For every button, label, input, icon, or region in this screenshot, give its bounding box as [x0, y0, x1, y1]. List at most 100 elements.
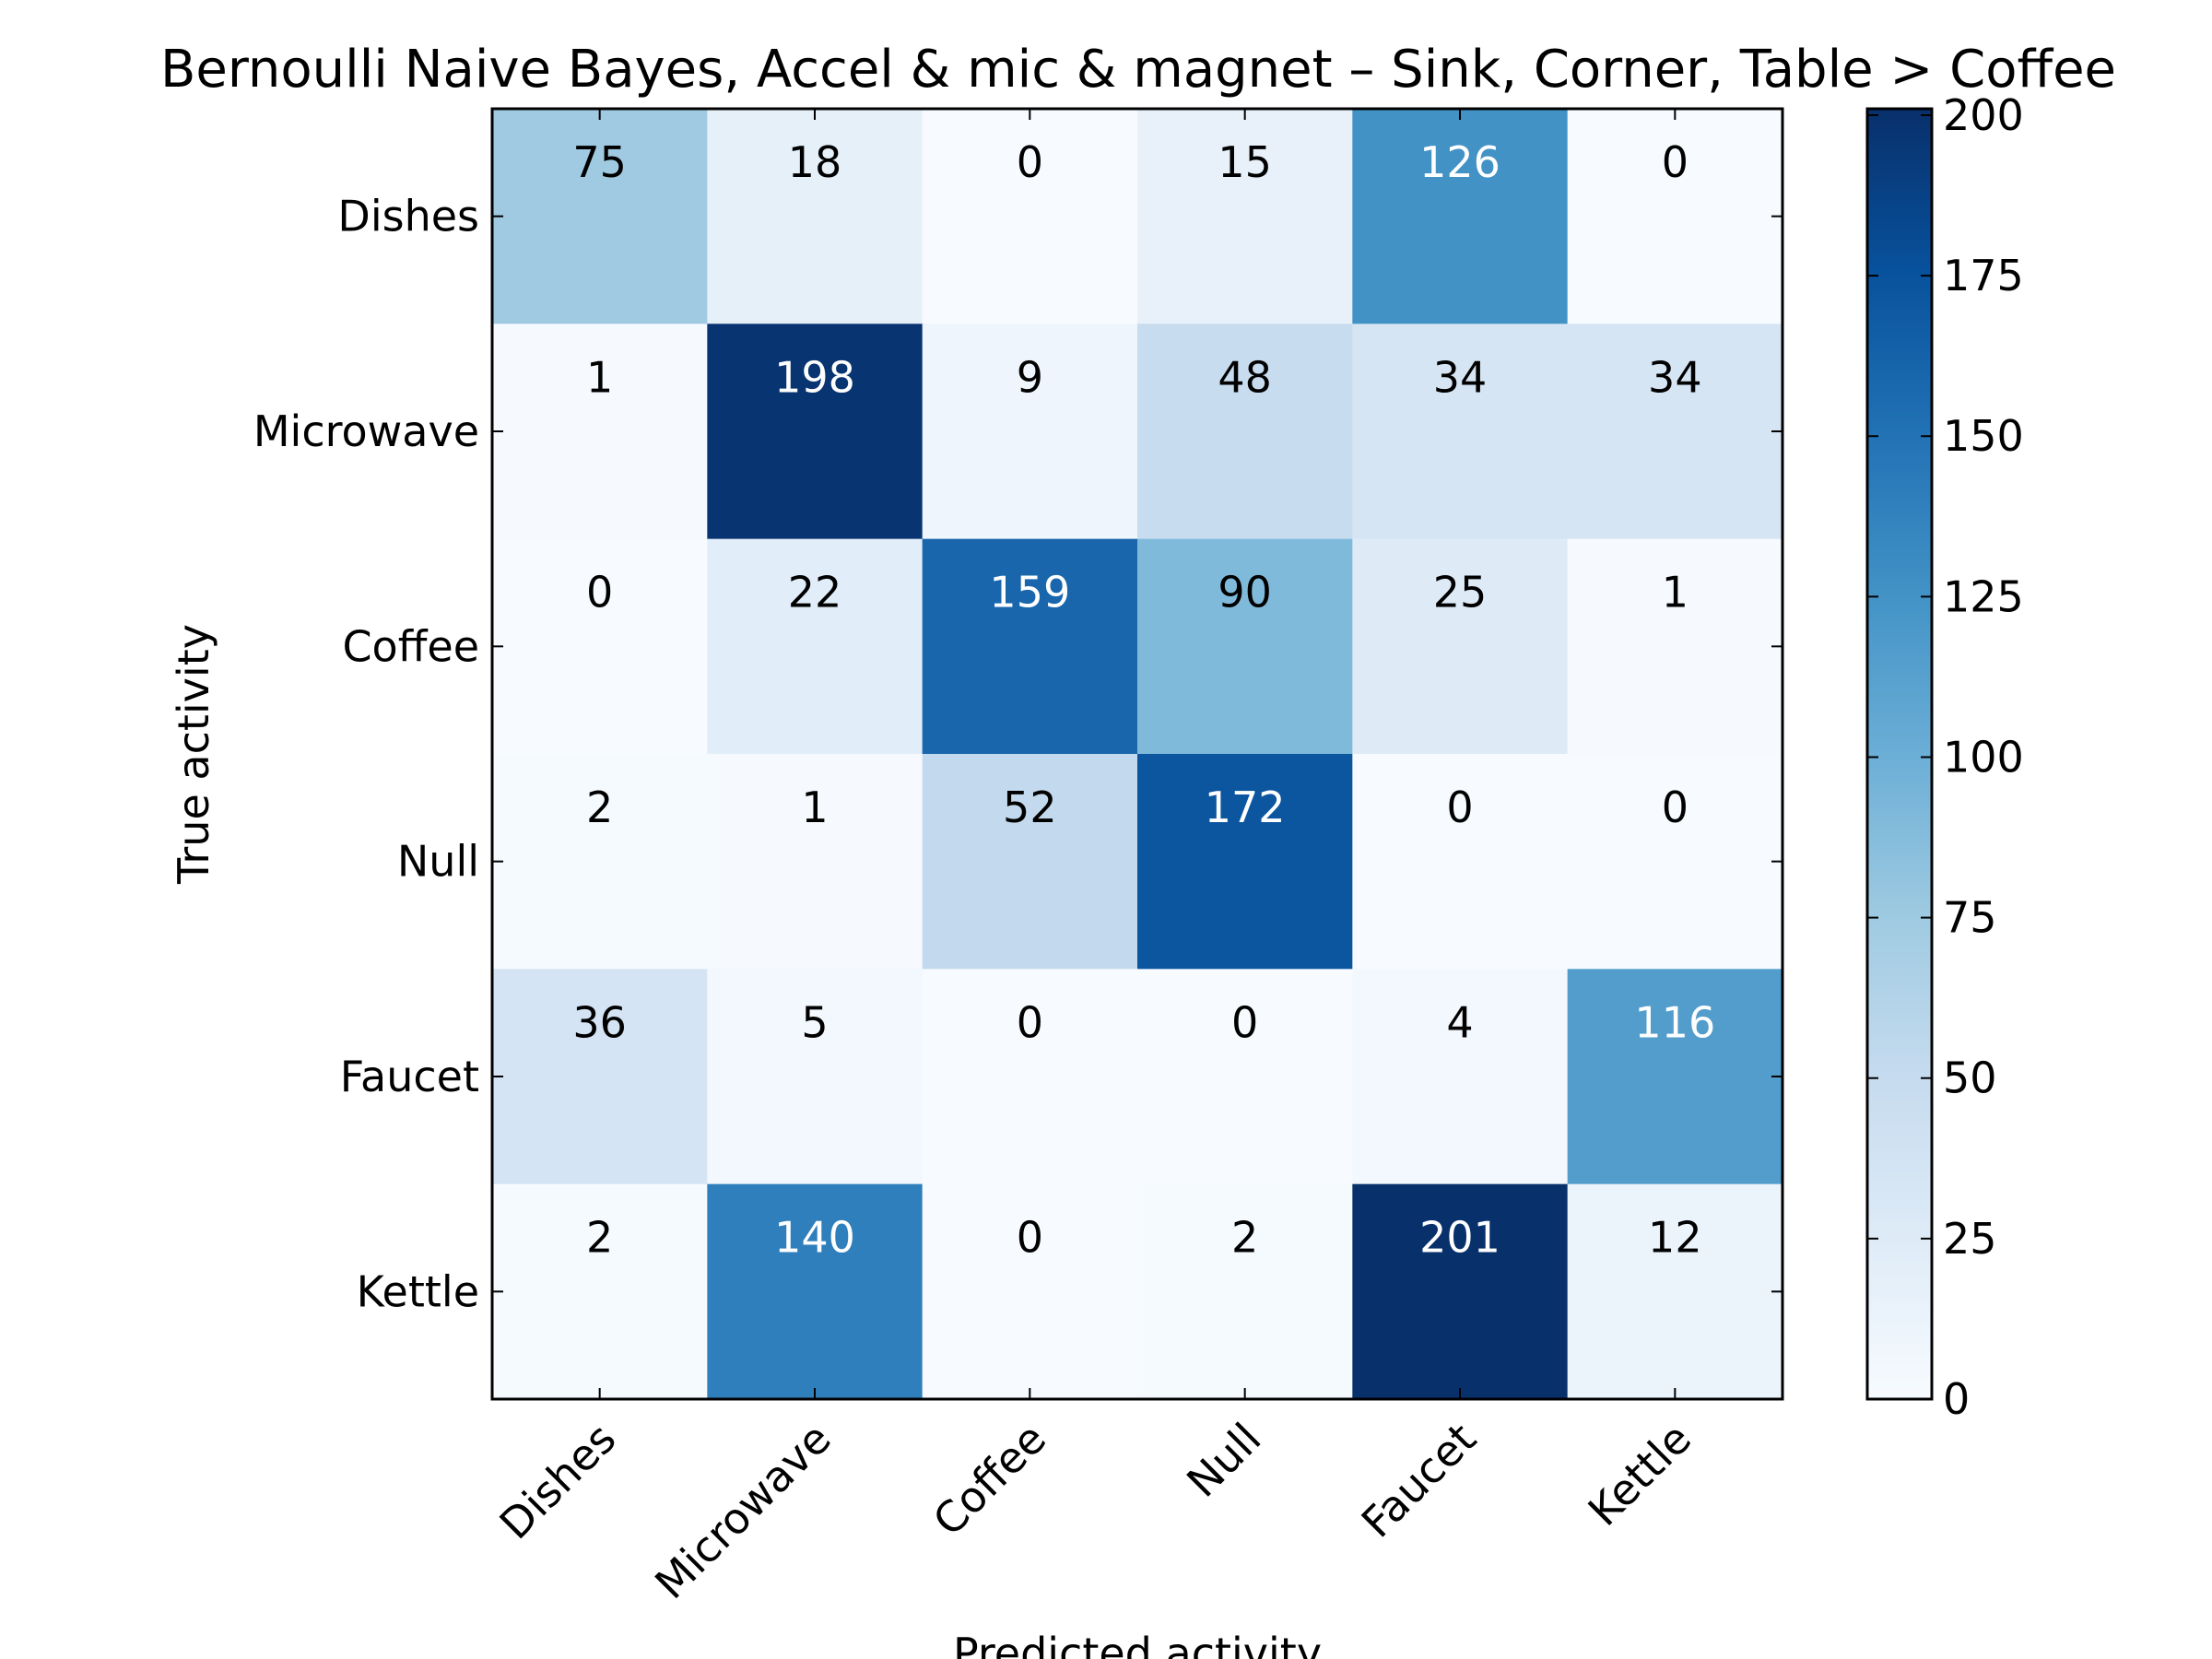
heatmap-cell: [1352, 1183, 1569, 1400]
heatmap-cell: [1352, 109, 1569, 324]
cell-value-label: 75: [572, 137, 627, 187]
heatmap-cell: [707, 538, 924, 755]
cell-value-label: 52: [1003, 782, 1057, 832]
cell-value-label: 2: [1231, 1213, 1258, 1263]
y-tick-label: Null: [397, 837, 479, 887]
heatmap-cell: [1137, 969, 1353, 1185]
y-tick-labels: Dishes Microwave Coffee Null Faucet Kettle: [253, 192, 479, 1317]
x-tick-label: Kettle: [1579, 1414, 1700, 1535]
axis-ticks: [492, 109, 1783, 1399]
colorbar-tick-label: 0: [1943, 1374, 1970, 1424]
heatmap-cell: [1567, 109, 1783, 324]
heatmap-cell: [707, 969, 924, 1185]
x-axis-label: Predicted activity: [953, 1629, 1322, 1659]
x-tick-labels: Dishes Microwave Coffee Null Faucet Kettle: [490, 1414, 1700, 1609]
x-tick-label: Coffee: [924, 1414, 1055, 1546]
y-tick-label: Coffee: [342, 621, 479, 671]
cell-value-label: 201: [1419, 1213, 1500, 1263]
heatmap-cell: [1352, 324, 1569, 540]
cell-value-label: 0: [1231, 997, 1258, 1047]
heatmap-cell: [922, 1183, 1138, 1400]
colorbar-tick-label: 50: [1943, 1053, 1997, 1103]
cell-value-label: 0: [1017, 137, 1043, 187]
colorbar-tick-label: 100: [1943, 732, 2024, 782]
heatmap-cell: [1137, 1183, 1353, 1400]
heatmap-cell: [1352, 538, 1569, 755]
colorbar-tick-label: 25: [1943, 1214, 1997, 1264]
heatmap-cell: [1567, 1183, 1783, 1400]
heatmap-cell: [922, 109, 1138, 324]
heatmap-cell: [922, 324, 1138, 540]
y-tick-label: Kettle: [357, 1266, 479, 1316]
colorbar-tick-label: 200: [1943, 90, 2024, 140]
cell-value-label: 1: [1662, 568, 1688, 618]
colorbar: [1865, 107, 1934, 1401]
cell-value-label: 9: [1017, 352, 1043, 402]
plot-frame: [490, 107, 1784, 1401]
cell-value-label: 0: [586, 568, 613, 618]
cell-value-label: 36: [572, 997, 627, 1047]
heatmap-cell: [1567, 324, 1783, 540]
cell-value-label: 0: [1017, 997, 1043, 1047]
cell-value-label: 159: [989, 568, 1070, 618]
heatmap-cell: [1137, 538, 1353, 755]
heatmap-cell: [1352, 754, 1569, 970]
heatmap-cell: [922, 754, 1138, 970]
cell-value-label: 1: [801, 782, 828, 832]
heatmap-cell: [492, 754, 708, 970]
y-axis-label: True activity: [169, 624, 218, 885]
cell-value-label: 48: [1218, 352, 1272, 402]
cell-value-label: 22: [788, 568, 842, 618]
cell-value-label: 18: [788, 137, 842, 187]
y-tick-label: Faucet: [340, 1052, 479, 1101]
cell-value-label: 2: [586, 782, 613, 832]
cell-value-label: 0: [1662, 137, 1688, 187]
heatmap-cell: [707, 324, 924, 540]
cell-value-label: 0: [1446, 782, 1473, 832]
heatmap-cell: [492, 1183, 708, 1400]
heatmap-cell: [492, 538, 708, 755]
cell-value-label: 15: [1218, 137, 1272, 187]
cell-value-label: 0: [1662, 782, 1688, 832]
colorbar-tick-label: 175: [1943, 251, 2024, 300]
cell-value-label: 25: [1433, 568, 1488, 618]
cell-value-label: 34: [1648, 352, 1702, 402]
heatmap-cell: [707, 109, 924, 324]
colorbar-ticks: 0 25 50 75 100 125 150 175 200: [1867, 90, 2024, 1424]
heatmap-cell: [492, 969, 708, 1185]
heatmap-cell: [1567, 754, 1783, 970]
heatmap-cell: [922, 969, 1138, 1185]
cell-value-label: 172: [1205, 782, 1286, 832]
heatmap-cell: [1567, 538, 1783, 755]
colorbar-tick-label: 75: [1943, 893, 1997, 943]
colorbar-tick-label: 125: [1943, 571, 2024, 621]
y-tick-label: Dishes: [337, 192, 479, 241]
cell-value-label: 34: [1433, 352, 1488, 402]
heatmap-cell: [1137, 324, 1353, 540]
cell-value-labels: 75 18 0 15 126 01 198 9 48 34 340 22 159 90 25 12 1 52 172…: [572, 137, 1715, 1263]
cell-value-label: 2: [586, 1213, 613, 1263]
x-tick-label: Dishes: [490, 1414, 626, 1549]
x-tick-label: Microwave: [645, 1414, 841, 1609]
cell-value-label: 12: [1648, 1213, 1702, 1263]
x-tick-label: Faucet: [1352, 1414, 1486, 1547]
cell-value-label: 198: [774, 352, 855, 402]
heatmap-cell: [922, 538, 1138, 755]
heatmap-cell: [1137, 754, 1353, 970]
cell-value-label: 126: [1419, 137, 1500, 187]
heatmap-cell: [492, 109, 708, 324]
cell-value-label: 116: [1634, 997, 1715, 1047]
colorbar-tick-label: 150: [1943, 411, 2024, 461]
cell-value-label: 90: [1218, 568, 1272, 618]
chart-title: Bernoulli Naive Bayes, Accel & mic & mag…: [160, 40, 2116, 100]
cell-value-label: 4: [1446, 997, 1473, 1047]
cell-value-label: 5: [801, 997, 828, 1047]
y-tick-label: Microwave: [253, 406, 479, 456]
cell-value-label: 140: [774, 1213, 855, 1263]
heatmap-cell: [1352, 969, 1569, 1185]
cell-value-label: 1: [586, 352, 613, 402]
heatmap-cells: [492, 109, 1783, 1400]
heatmap-cell: [707, 1183, 924, 1400]
cell-value-label: 0: [1017, 1213, 1043, 1263]
